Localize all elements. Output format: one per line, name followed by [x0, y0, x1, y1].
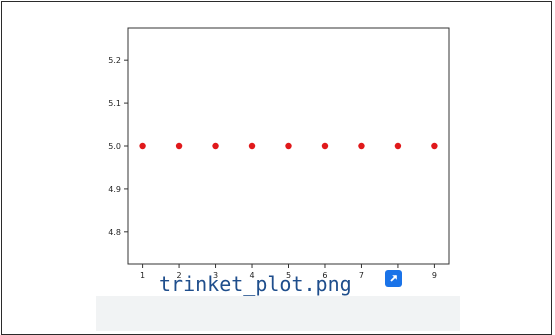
data-points [139, 142, 438, 150]
caption-bar [96, 296, 460, 331]
x-tick-label: 1 [140, 271, 145, 280]
data-point [175, 142, 183, 150]
x-tick-label: 5 [286, 271, 291, 280]
x-tick-label: 4 [249, 271, 254, 280]
external-link-icon[interactable] [385, 270, 402, 287]
x-tick-label: 3 [213, 271, 218, 280]
y-tick-label: 5.0 [108, 142, 121, 151]
x-axis: 123456789 [140, 264, 437, 280]
data-point [248, 142, 256, 150]
y-tick-label: 5.2 [108, 56, 121, 65]
data-point [394, 142, 402, 150]
data-point [431, 142, 438, 150]
data-point [212, 142, 219, 150]
data-point [321, 142, 329, 150]
x-tick-label: 6 [322, 271, 327, 280]
y-axis: 4.8 4.9 5.0 5.1 5.2 [108, 56, 128, 237]
y-tick-label: 4.9 [108, 185, 121, 194]
x-tick-label: 9 [432, 271, 437, 280]
file-name-link[interactable]: trinket_plot.png [159, 272, 352, 296]
data-point [285, 142, 292, 150]
y-tick-label: 5.1 [108, 99, 121, 108]
data-point [358, 142, 365, 150]
x-tick-label: 7 [359, 271, 364, 280]
data-point [139, 142, 146, 150]
x-tick-label: 2 [177, 271, 182, 280]
y-tick-label: 4.8 [108, 228, 121, 237]
